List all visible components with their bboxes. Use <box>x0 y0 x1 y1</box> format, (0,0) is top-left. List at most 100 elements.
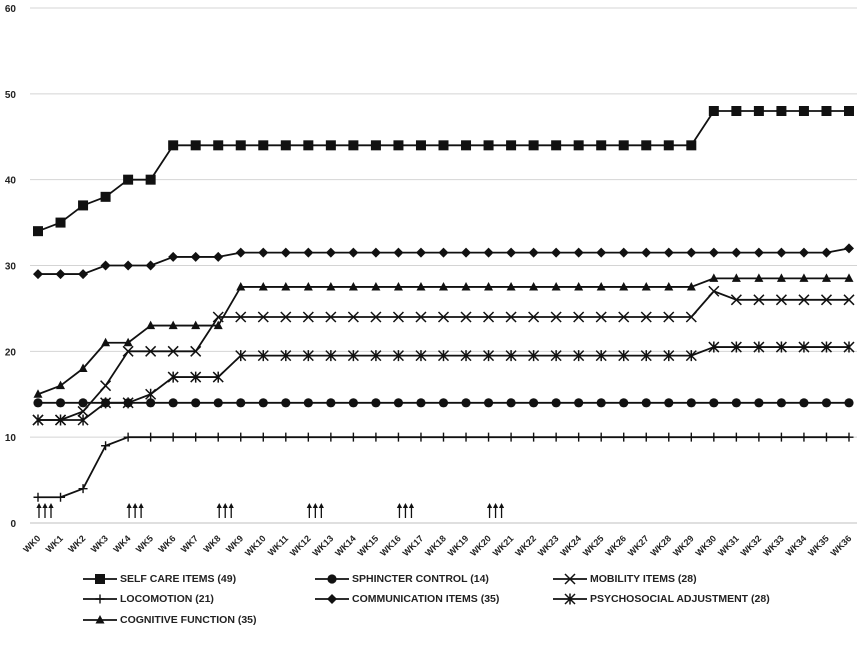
triangle-marker <box>461 281 471 291</box>
arrow-head <box>492 503 499 508</box>
triangle-marker <box>821 273 831 282</box>
diamond-marker <box>303 247 314 258</box>
circle-marker <box>348 398 358 408</box>
triangle-marker <box>56 380 66 390</box>
x-marker <box>505 311 517 323</box>
x-tick-label: WK8 <box>201 533 222 554</box>
diamond-marker <box>327 594 337 604</box>
square-marker <box>776 106 787 116</box>
legend: SELF CARE ITEMS (49) SPHINCTER CONTROL (1… <box>82 572 842 644</box>
y-tick-label: 60 <box>5 4 17 15</box>
square-marker <box>325 140 336 151</box>
square-marker <box>95 574 105 584</box>
circle-marker <box>371 398 381 408</box>
x-tick-label: WK26 <box>603 533 628 558</box>
x-tick-label: WK27 <box>626 533 651 558</box>
diamond-marker <box>731 247 742 258</box>
triangle-marker <box>664 281 674 291</box>
diamond-marker <box>708 247 719 258</box>
series-asterisk <box>32 341 855 426</box>
triangle-marker <box>799 273 809 282</box>
y-tick-label: 0 <box>10 519 16 530</box>
square-marker <box>168 140 179 151</box>
arrow-annotations <box>36 503 505 518</box>
legend-swatch <box>315 594 349 604</box>
diamond-marker <box>483 247 494 258</box>
x-tick-label: WK2 <box>66 533 87 554</box>
triangle-marker <box>506 281 516 291</box>
circle-marker <box>529 398 539 408</box>
x-marker <box>708 285 720 297</box>
legend-item: COGNITIVE FUNCTION (35) <box>82 613 257 627</box>
x-tick-label: WK18 <box>423 533 448 558</box>
x-tick-label: WK32 <box>739 533 764 558</box>
square-marker <box>145 174 156 185</box>
asterisk-marker <box>573 350 585 362</box>
triangle-marker <box>754 273 764 282</box>
x-marker <box>347 311 359 323</box>
x-tick-label: WK22 <box>513 533 538 558</box>
x-tick-label: WK24 <box>558 533 583 558</box>
square-marker <box>844 106 854 116</box>
legend-item: SPHINCTER CONTROL (14) <box>314 572 489 586</box>
plus-marker <box>776 432 786 442</box>
square-marker <box>370 140 381 151</box>
legend-label: PSYCHOSOCIAL ADJUSTMENT (28) <box>590 593 770 605</box>
plus-marker <box>95 594 105 604</box>
circle-marker <box>596 398 606 408</box>
legend-label: LOCOMOTION (21) <box>120 593 214 605</box>
circle-marker <box>416 398 426 408</box>
plus-marker <box>326 432 336 442</box>
x-marker <box>820 294 833 306</box>
plus-marker <box>56 492 66 502</box>
square-marker <box>235 140 246 151</box>
x-tick-label: WK1 <box>44 533 65 554</box>
plus-marker <box>191 432 201 442</box>
circle-marker <box>483 398 494 408</box>
x-axis-ticks: WK0 WK1 WK2 WK3 WK4 WK5 WK6 WK7 WK8 WK9WK10WK11WK… <box>21 533 853 558</box>
x-tick-label: WK6 <box>156 533 177 554</box>
legend-item: SELF CARE ITEMS (49) <box>82 572 236 586</box>
circle-marker <box>731 398 741 408</box>
asterisk-marker <box>798 341 810 353</box>
x-marker <box>685 311 697 323</box>
diamond-marker <box>596 247 607 258</box>
arrow-head <box>132 503 138 508</box>
asterisk-marker <box>753 341 765 353</box>
asterisk-marker <box>505 350 517 362</box>
diamond-marker <box>325 247 336 258</box>
x-marker <box>640 311 652 323</box>
plus-marker <box>596 432 606 442</box>
x-marker <box>167 345 179 357</box>
triangle-marker <box>416 281 426 291</box>
circle-marker <box>168 398 178 408</box>
x-tick-label: WK11 <box>266 533 290 557</box>
circle-marker <box>213 398 223 408</box>
asterisk-marker <box>483 350 495 362</box>
triangle-marker <box>95 615 105 624</box>
x-marker <box>618 311 630 323</box>
x-marker <box>573 311 585 323</box>
x-marker <box>190 345 202 357</box>
arrow-head <box>306 503 312 508</box>
square-marker <box>393 140 404 151</box>
asterisk-marker <box>235 350 247 362</box>
asterisk-marker <box>212 371 224 383</box>
triangle-marker <box>709 273 719 282</box>
legend-item: LOCOMOTION (21) <box>82 592 214 606</box>
circle-marker <box>754 398 764 408</box>
x-tick-label: WK13 <box>311 533 336 558</box>
diamond-marker <box>33 269 43 280</box>
asterisk-marker <box>325 350 337 362</box>
legend-swatch <box>83 615 117 624</box>
plus-marker <box>664 432 674 442</box>
x-marker <box>595 311 607 323</box>
x-marker <box>415 311 427 323</box>
plus-marker <box>416 432 426 442</box>
diamond-marker <box>213 251 224 262</box>
x-tick-label: WK5 <box>134 533 155 554</box>
x-tick-label: WK28 <box>648 533 673 558</box>
circle-marker <box>303 398 313 408</box>
plus-marker <box>146 432 156 442</box>
circle-marker <box>506 398 516 408</box>
